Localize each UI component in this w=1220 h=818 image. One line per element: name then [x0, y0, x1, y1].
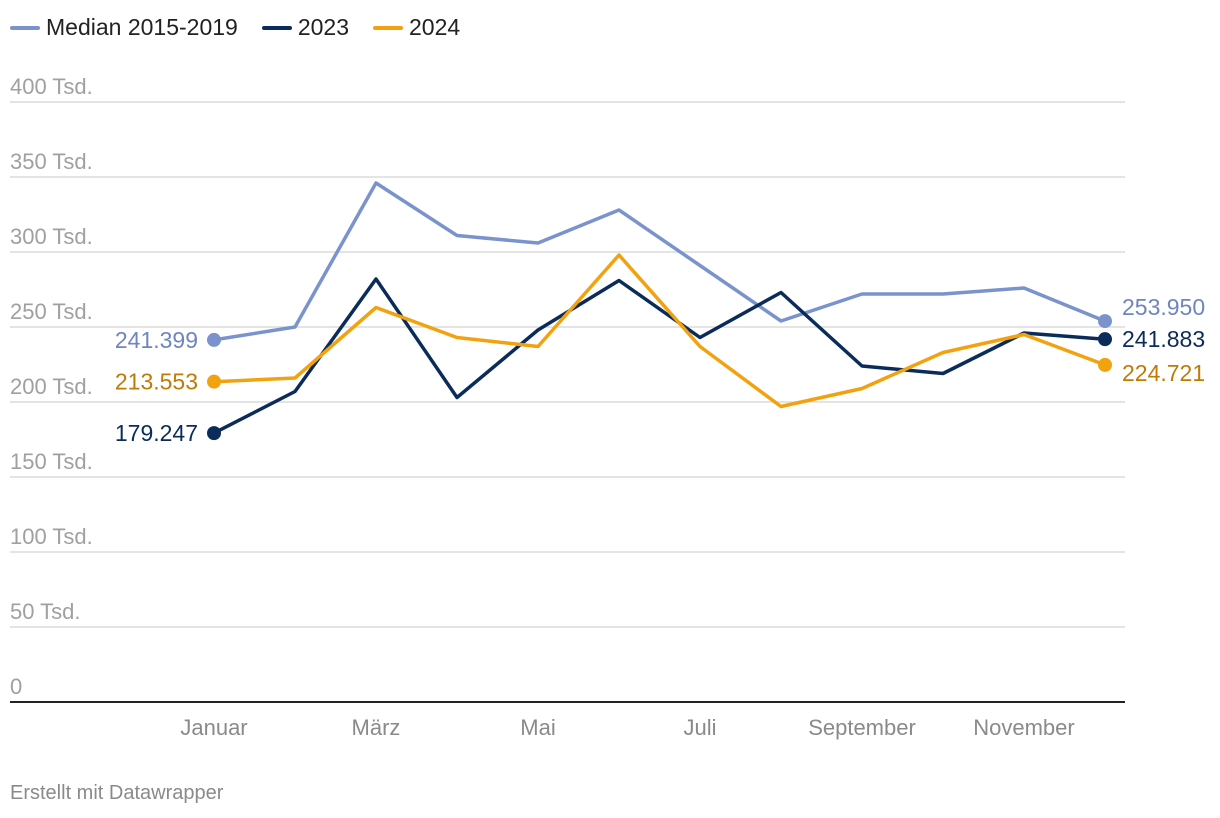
- x-tick-label: Mai: [520, 715, 555, 740]
- series-start-point: [207, 332, 221, 347]
- series-start-point: [207, 374, 221, 389]
- legend-item-2023: 2023: [261, 14, 349, 41]
- footer-credit: Erstellt mit Datawrapper: [10, 782, 224, 804]
- x-tick-label: Januar: [180, 715, 247, 740]
- y-tick-label: 0: [10, 674, 22, 699]
- x-tick-label: November: [973, 715, 1074, 740]
- legend-item-2024: 2024: [373, 14, 460, 41]
- y-tick-label: 350 Tsd.: [10, 149, 93, 174]
- y-tick-label: 100 Tsd.: [10, 524, 93, 549]
- x-tick-label: September: [808, 715, 916, 740]
- series-end-label: 253.950: [1122, 294, 1205, 320]
- series-start-point: [207, 426, 221, 441]
- legend-swatch-2024: [373, 25, 403, 30]
- y-tick-label: 300 Tsd.: [10, 224, 93, 249]
- series-start-label: 213.553: [115, 369, 198, 395]
- line-chart: 0 50 Tsd. 100 Tsd. 150 Tsd. 200 Tsd. 250 Tsd.…: [10, 74, 1205, 740]
- series-start-label: 241.399: [115, 327, 198, 353]
- legend-label-median: Median 2015-2019: [46, 14, 238, 40]
- series-end-point: [1098, 357, 1112, 372]
- series-end-point: [1098, 314, 1112, 329]
- legend-label-2023: 2023: [297, 14, 349, 40]
- y-tick-label: 200 Tsd.: [10, 374, 93, 399]
- series-start-label: 179.247: [115, 420, 198, 446]
- series-end-label: 241.883: [1122, 326, 1205, 352]
- series-line: [212, 277, 1107, 435]
- legend-swatch-2023: [261, 25, 292, 30]
- series-end-point: [1098, 332, 1112, 347]
- y-tick-label: 400 Tsd.: [10, 74, 93, 99]
- legend-swatch-median: [10, 25, 40, 30]
- series-line: [212, 253, 1107, 409]
- legend-item-median: Median 2015-2019: [10, 14, 238, 41]
- series-end-label: 224.721: [1122, 360, 1205, 386]
- y-tick-label: 250 Tsd.: [10, 299, 93, 324]
- legend-label-2024: 2024: [409, 14, 461, 40]
- chart-legend: Median 2015-2019 2023 2024: [10, 14, 460, 41]
- x-tick-label: März: [352, 715, 401, 740]
- x-tick-label: Juli: [683, 715, 716, 740]
- series-line: [212, 181, 1107, 342]
- y-tick-label: 150 Tsd.: [10, 449, 93, 474]
- y-tick-label: 50 Tsd.: [10, 599, 81, 624]
